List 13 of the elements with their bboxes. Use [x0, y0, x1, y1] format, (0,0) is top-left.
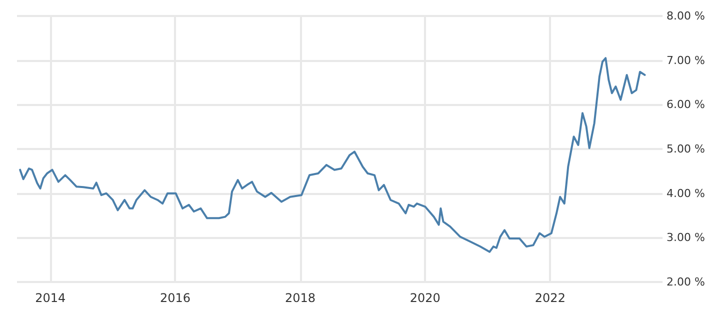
y-tick-label: 5.00 % — [666, 142, 706, 156]
y-tick-label: 6.00 % — [666, 98, 706, 112]
x-tick-label: 2020 — [410, 291, 440, 305]
x-tick-label: 2016 — [160, 291, 190, 305]
line-series — [19, 57, 646, 253]
y-tick-label: 2.00 % — [666, 276, 706, 288]
y-tick-label: 7.00 % — [666, 54, 706, 67]
x-tick-label: 2018 — [284, 291, 316, 305]
x-tick-label: 2014 — [35, 291, 66, 305]
y-tick-label: 8.00 % — [666, 10, 706, 22]
y-tick-label: 3.00 % — [666, 231, 706, 244]
y-tick-label: 4.00 % — [666, 186, 706, 200]
x-tick-label: 2022 — [534, 291, 566, 305]
